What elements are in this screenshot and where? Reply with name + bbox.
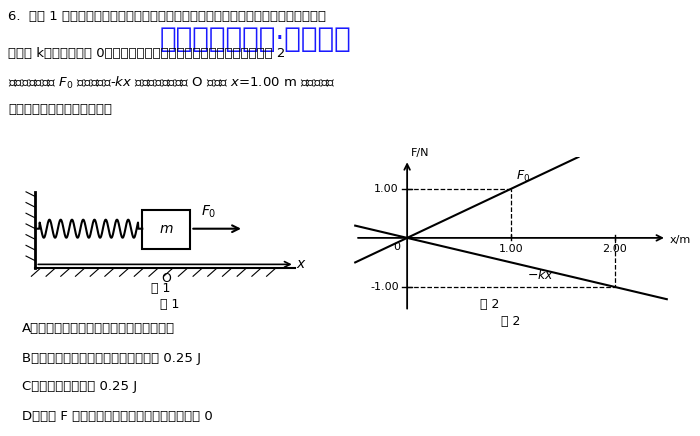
- Text: D．拉力 F 与弹簧弹力的合力对物块所做的功为 0: D．拉力 F 与弹簧弹力的合力对物块所做的功为 0: [22, 409, 213, 422]
- Text: 于此运动过程的说法正确的是: 于此运动过程的说法正确的是: [8, 102, 112, 116]
- Text: 1.00: 1.00: [498, 244, 524, 254]
- Text: 2.00: 2.00: [603, 244, 627, 254]
- Text: 6.  如图 1 所示，在光滑水平地面上，有一轻弹簧与物块连接组成的系统，弹簧的劲度: 6. 如图 1 所示，在光滑水平地面上，有一轻弹簧与物块连接组成的系统，弹簧的劲…: [8, 10, 326, 23]
- Text: $F_0$: $F_0$: [516, 169, 531, 184]
- Text: 微信公众号关注·题找答案: 微信公众号关注·题找答案: [160, 25, 351, 53]
- Text: 图 2: 图 2: [480, 299, 500, 311]
- Text: 图 1: 图 1: [160, 299, 180, 311]
- Text: x/m: x/m: [670, 235, 691, 245]
- Text: $x$: $x$: [296, 257, 307, 271]
- Text: $m$: $m$: [159, 222, 174, 236]
- Text: 0: 0: [393, 242, 400, 252]
- Text: 系数为 k，图的位置为 0，若对物块在平衡位置的拉动，使物块受到如图 2: 系数为 k，图的位置为 0，若对物块在平衡位置的拉动，使物块受到如图 2: [8, 47, 286, 60]
- Text: $F_0$: $F_0$: [202, 204, 217, 220]
- Text: $-kx$: $-kx$: [526, 268, 554, 282]
- Text: O: O: [162, 272, 172, 285]
- Text: 所示的水平拉力 $F_0$ 与弹簧弹力-$kx$ 作用，由平衡位置 O 移动至 $x$=1.00 m 处，下列关: 所示的水平拉力 $F_0$ 与弹簧弹力-$kx$ 作用，由平衡位置 O 移动至 …: [8, 75, 335, 91]
- Text: C．物块的动能增加 0.25 J: C．物块的动能增加 0.25 J: [22, 380, 137, 393]
- Text: A．物块的加速度越来越小，速率越来越小: A．物块的加速度越来越小，速率越来越小: [22, 322, 175, 335]
- Text: F/N: F/N: [412, 148, 430, 158]
- Text: 1.00: 1.00: [374, 184, 399, 194]
- Bar: [142, 210, 190, 249]
- Text: -1.00: -1.00: [370, 282, 399, 292]
- Text: 图 2: 图 2: [501, 315, 521, 328]
- Text: 图 1: 图 1: [151, 282, 171, 295]
- Text: B．弹簧与物块组成的系统的势能减少 0.25 J: B．弹簧与物块组成的系统的势能减少 0.25 J: [22, 352, 201, 365]
